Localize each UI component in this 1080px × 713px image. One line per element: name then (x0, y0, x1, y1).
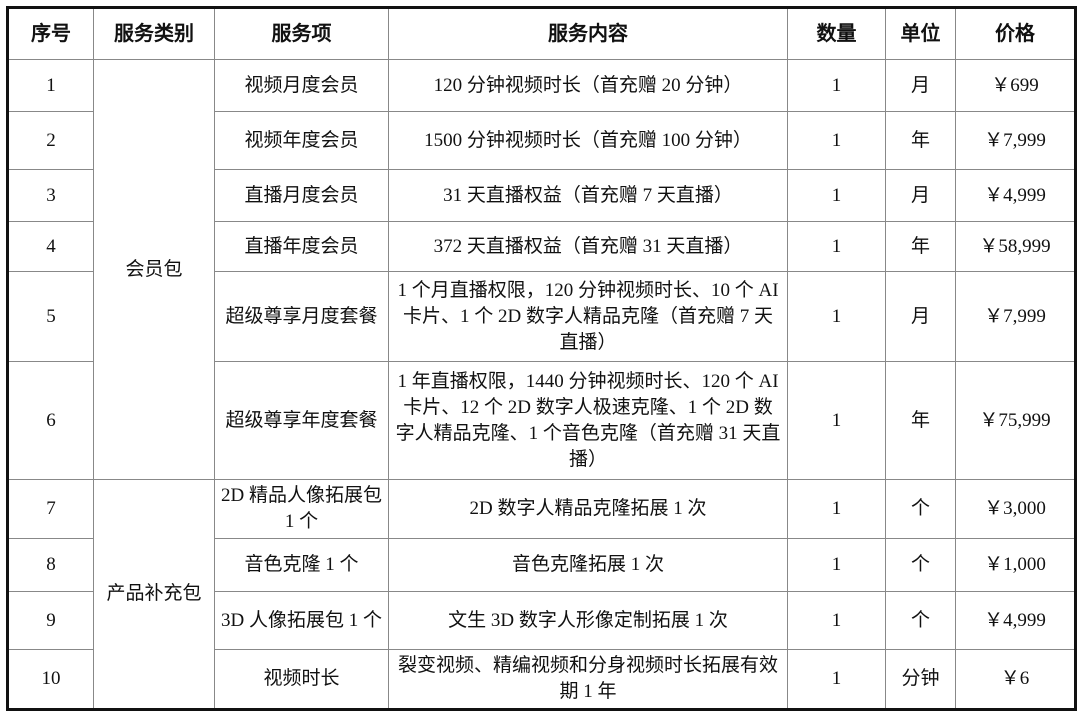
cell-item: 超级尊享月度套餐 (214, 271, 389, 362)
table-row: 10 视频时长 裂变视频、精编视频和分身视频时长拓展有效期 1 年 1 分钟 ￥6 (7, 649, 1076, 710)
cell-unit: 月 (885, 271, 956, 362)
cell-content: 1500 分钟视频时长（首充赠 100 分钟） (388, 111, 788, 170)
cell-qty: 1 (787, 169, 886, 222)
header-content: 服务内容 (388, 7, 788, 60)
cell-unit: 分钟 (885, 649, 956, 710)
cell-unit: 年 (885, 221, 956, 272)
cell-price: ￥3,000 (955, 479, 1076, 539)
cell-no: 9 (7, 591, 94, 650)
cell-unit: 个 (885, 479, 956, 539)
cell-qty: 1 (787, 538, 886, 592)
cell-content: 31 天直播权益（首充赠 7 天直播） (388, 169, 788, 222)
cell-price: ￥4,999 (955, 591, 1076, 650)
cell-unit: 个 (885, 538, 956, 592)
cell-item: 直播年度会员 (214, 221, 389, 272)
cell-price: ￥7,999 (955, 271, 1076, 362)
cell-price: ￥6 (955, 649, 1076, 710)
cell-item: 音色克隆 1 个 (214, 538, 389, 592)
cell-qty: 1 (787, 591, 886, 650)
cell-qty: 1 (787, 111, 886, 170)
cell-item: 视频时长 (214, 649, 389, 710)
table-row: 8 音色克隆 1 个音色克隆拓展 1 次 1 个 ￥1,000 (7, 538, 1076, 592)
cell-no: 2 (7, 111, 94, 170)
cell-no: 6 (7, 361, 94, 480)
header-qty: 数量 (787, 7, 886, 60)
cell-content: 音色克隆拓展 1 次 (388, 538, 788, 592)
cell-item: 3D 人像拓展包 1 个 (214, 591, 389, 650)
cell-unit: 年 (885, 361, 956, 480)
cell-no: 4 (7, 221, 94, 272)
cell-no: 8 (7, 538, 94, 592)
cell-content: 1 个月直播权限，120 分钟视频时长、10 个 AI 卡片、1 个 2D 数字… (388, 271, 788, 362)
cell-no: 3 (7, 169, 94, 222)
header-unit: 单位 (885, 7, 956, 60)
table-row: 2 视频年度会员 1500 分钟视频时长（首充赠 100 分钟） 1 年 ￥7,999 (7, 111, 1076, 170)
cell-price: ￥699 (955, 59, 1076, 112)
table-row: 6 超级尊享年度套餐 1 年直播权限，1440 分钟视频时长、120 个 AI 卡片… (7, 361, 1076, 480)
cell-item: 2D 精品人像拓展包 1 个 (214, 479, 389, 539)
cell-qty: 1 (787, 221, 886, 272)
cell-unit: 月 (885, 59, 956, 112)
cell-item: 直播月度会员 (214, 169, 389, 222)
table-row: 7 产品补充包 2D 精品人像拓展包 1 个 2D 数字人精品克隆拓展 1 次 1 个 ￥3… (7, 479, 1076, 710)
cell-content: 120 分钟视频时长（首充赠 20 分钟） (388, 59, 788, 112)
cell-unit: 月 (885, 169, 956, 222)
cell-item: 视频年度会员 (214, 111, 389, 170)
cell-no: 7 (7, 479, 94, 539)
cell-price: ￥4,999 (955, 169, 1076, 222)
header-category: 服务类别 (93, 7, 215, 60)
cell-content: 文生 3D 数字人形像定制拓展 1 次 (388, 591, 788, 650)
cell-qty: 1 (787, 59, 886, 112)
cell-qty: 1 (787, 479, 886, 539)
cell-content: 2D 数字人精品克隆拓展 1 次 (388, 479, 788, 539)
header-item: 服务项 (214, 7, 389, 60)
header-row: 序号 服务类别 服务项 服务内容 数量 单位 价格 (7, 7, 1076, 60)
cell-content: 裂变视频、精编视频和分身视频时长拓展有效期 1 年 (388, 649, 788, 710)
cell-no: 1 (7, 59, 94, 112)
table-row: 9 3D 人像拓展包 1 个文生 3D 数字人形像定制拓展 1 次 1 个 ￥4,999 (7, 591, 1076, 650)
cell-qty: 1 (787, 361, 886, 480)
cell-content: 372 天直播权益（首充赠 31 天直播） (388, 221, 788, 272)
cell-content: 1 年直播权限，1440 分钟视频时长、120 个 AI 卡片、12 个 2D … (388, 361, 788, 480)
cell-category: 会员包 (93, 59, 215, 480)
cell-category: 产品补充包 (93, 479, 215, 710)
table-row: 5 超级尊享月度套餐 1 个月直播权限，120 分钟视频时长、10 个 AI 卡片、… (7, 271, 1076, 362)
cell-price: ￥75,999 (955, 361, 1076, 480)
cell-price: ￥7,999 (955, 111, 1076, 170)
cell-price: ￥1,000 (955, 538, 1076, 592)
cell-unit: 年 (885, 111, 956, 170)
cell-no: 5 (7, 271, 94, 362)
header-price: 价格 (955, 7, 1076, 60)
cell-qty: 1 (787, 649, 886, 710)
cell-item: 视频月度会员 (214, 59, 389, 112)
cell-no: 10 (7, 649, 94, 710)
pricing-table: 序号 服务类别 服务项 服务内容 数量 单位 价格 1 会员包 视频月度会员 120 … (6, 6, 1077, 711)
table-row: 1 会员包 视频月度会员 120 分钟视频时长（首充赠 20 分钟） 1 月 ￥699 (7, 59, 1076, 480)
header-no: 序号 (7, 7, 94, 60)
cell-qty: 1 (787, 271, 886, 362)
cell-item: 超级尊享年度套餐 (214, 361, 389, 480)
cell-unit: 个 (885, 591, 956, 650)
cell-price: ￥58,999 (955, 221, 1076, 272)
